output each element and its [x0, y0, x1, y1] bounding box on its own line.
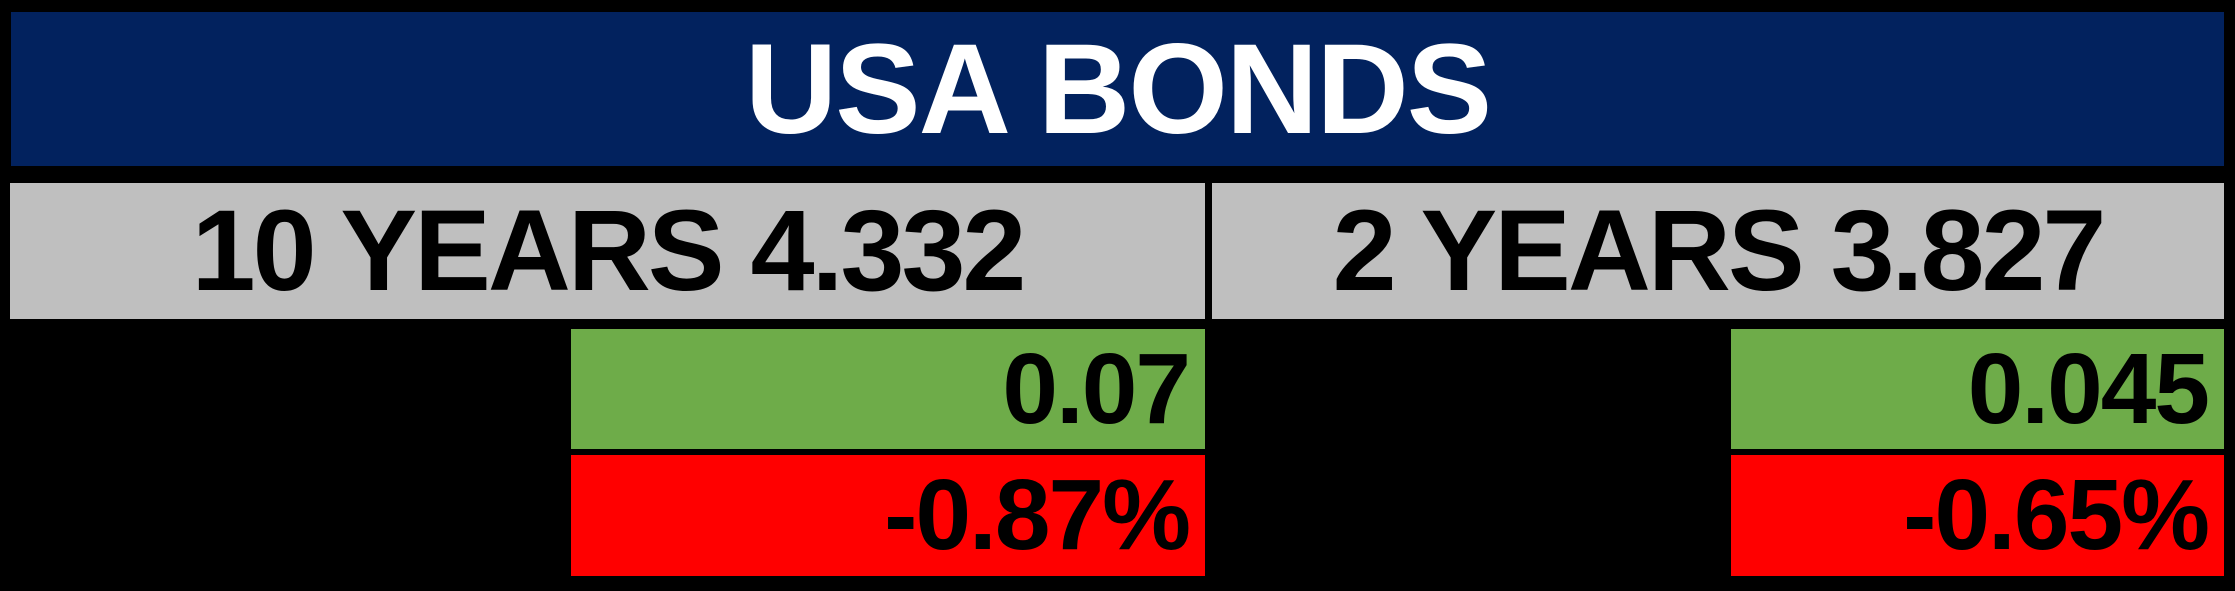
bond-2y-label-cell: 2 YEARS 3.827 — [1212, 183, 2224, 319]
bond-2y-change-cell: 0.045 — [1731, 329, 2224, 449]
bond-10y-change-pct-value: -0.87% — [884, 459, 1191, 571]
page-title: USA BONDS — [744, 17, 1492, 161]
bond-10y-change-cell: 0.07 — [571, 329, 1205, 449]
bond-2y-change-pct-value: -0.65% — [1903, 459, 2210, 571]
bond-2y-label: 2 YEARS 3.827 — [1332, 187, 2107, 315]
title-bar: USA BONDS — [11, 12, 2224, 166]
bond-2y-change-value: 0.045 — [1967, 332, 2210, 445]
bond-10y-change-pct-cell: -0.87% — [571, 455, 1205, 576]
bond-10y-label-cell: 10 YEARS 4.332 — [10, 183, 1205, 319]
bond-10y-label: 10 YEARS 4.332 — [191, 187, 1027, 315]
bond-10y-change-value: 0.07 — [1002, 332, 1191, 445]
bond-2y-change-pct-cell: -0.65% — [1731, 455, 2224, 576]
